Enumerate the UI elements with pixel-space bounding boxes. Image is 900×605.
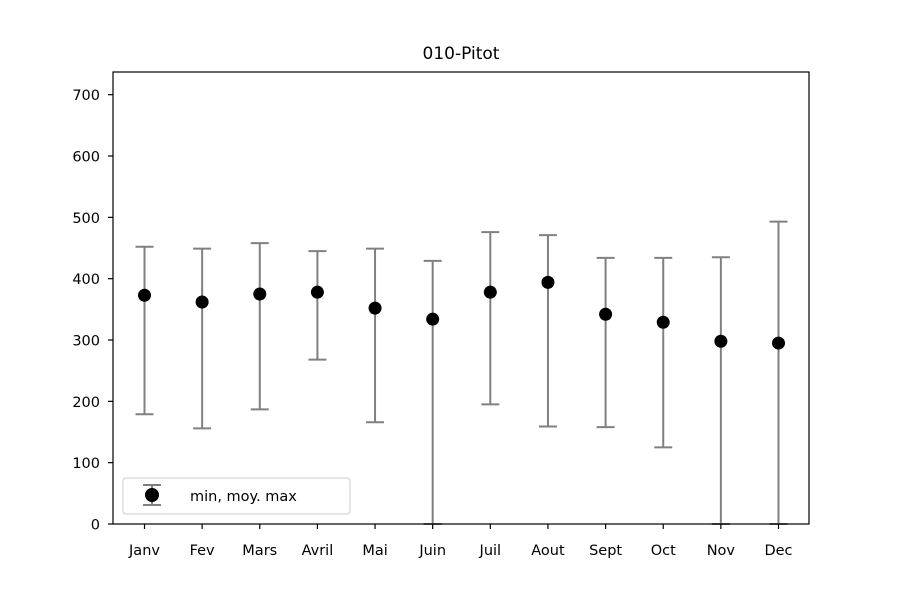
legend-frame <box>122 477 351 515</box>
x-tick-label: Nov <box>707 543 736 559</box>
mean-point <box>253 287 267 301</box>
x-tick-label: Oct <box>651 543 676 559</box>
y-tick-label: 300 <box>72 334 100 350</box>
x-tick-label: Juin <box>418 543 446 559</box>
y-tick-label: 700 <box>72 88 100 104</box>
y-tick-label: 500 <box>72 211 100 227</box>
mean-point <box>138 288 151 302</box>
x-tick-label: Janv <box>128 543 160 559</box>
y-tick-label: 0 <box>91 518 100 534</box>
y-tick-label: 100 <box>72 456 100 472</box>
x-tick-label: Juil <box>479 543 502 559</box>
mean-point <box>714 334 728 348</box>
y-tick-label: 200 <box>72 395 100 411</box>
mean-point <box>310 285 324 299</box>
x-tick-label: Mars <box>242 543 277 559</box>
x-tick-label: Sept <box>589 543 622 559</box>
markers-layer <box>138 275 785 350</box>
x-tick-label: Avril <box>302 543 334 559</box>
mean-point <box>656 315 670 329</box>
mean-point <box>368 301 382 315</box>
y-tick-label: 600 <box>72 150 100 166</box>
plot-frame <box>112 71 810 525</box>
legend: min, moy. max <box>122 477 351 515</box>
y-tick-label: 400 <box>72 272 100 288</box>
mean-point <box>426 312 440 326</box>
x-tick-label: Aout <box>531 543 565 559</box>
mean-point <box>772 336 785 350</box>
mean-point <box>483 285 497 299</box>
chart-title: 010-Pitot <box>423 44 500 64</box>
x-axis: Janv Fev Mars Avril Mai Juin Juil Aout Sept Oct No… <box>128 524 793 559</box>
legend-label: min, moy. max <box>190 489 297 505</box>
x-tick-label: Dec <box>764 543 792 559</box>
x-tick-label: Mai <box>362 543 387 559</box>
y-axis: 0 100 200 300 400 500 600 700 <box>72 88 113 534</box>
errorbars-layer <box>135 220 788 525</box>
mean-point <box>541 275 555 289</box>
mean-point <box>599 307 613 321</box>
mean-point <box>195 295 209 309</box>
legend-marker <box>145 488 159 502</box>
x-tick-label: Fev <box>190 543 215 559</box>
